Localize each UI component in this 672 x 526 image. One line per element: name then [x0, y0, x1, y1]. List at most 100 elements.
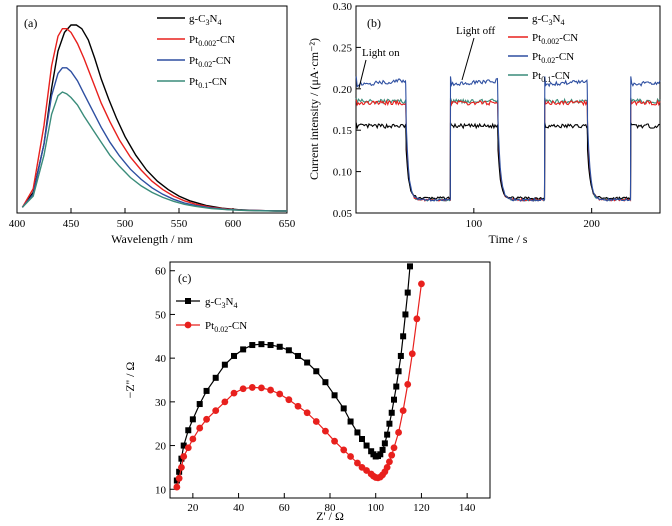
panel-b-series-lines	[355, 76, 661, 202]
panel-c-point-1-18	[303, 409, 311, 417]
panel-c-point-0-3	[180, 442, 187, 449]
panel-b-x-tick-label-1: 200	[583, 218, 600, 230]
panel-c-point-0-21	[331, 392, 338, 399]
panel-c-point-0-32	[379, 446, 386, 453]
panel-c-point-0-27	[368, 448, 375, 455]
panel-c-legend-marker-0	[185, 298, 191, 304]
panel-c-x-tick-label-1: 40	[233, 502, 245, 514]
panel-c-point-1-35	[386, 458, 393, 466]
panel-b-annotation-light-on-pointer	[358, 59, 367, 89]
panel-c-point-1-12	[248, 384, 256, 391]
panel-c-x-tick-label-4: 100	[367, 502, 384, 514]
panel-c-point-1-0	[173, 483, 181, 491]
panel-c-point-1-11	[239, 385, 247, 393]
panel-c-point-1-5	[189, 435, 197, 443]
panel-c-point-0-20	[322, 379, 329, 386]
panel-c-point-1-43	[418, 280, 425, 288]
panel-c-point-0-17	[295, 352, 301, 359]
panel-b-series-line-1	[355, 99, 661, 202]
panel-c-point-0-10	[231, 352, 237, 359]
panel-a-x-tick-label-2: 500	[117, 218, 134, 230]
panel-c-point-1-3	[180, 453, 188, 460]
panel-a-series-line-3	[21, 91, 287, 212]
panel-c-legend-marker-1	[184, 321, 192, 329]
panel-c-y-axis-label: −Z'' / Ω	[123, 362, 137, 399]
panel-c-label: (c)	[178, 271, 191, 285]
panel-c-x-tick-label-5: 120	[413, 502, 430, 514]
panel-b-annotation-light-off-pointer	[461, 37, 475, 81]
panel-c-point-0-7	[203, 387, 210, 394]
panel-b-plot-frame	[355, 5, 661, 214]
panel-c-point-0-42	[402, 311, 409, 318]
panel-c-x-tick-label-6: 140	[459, 502, 476, 514]
panel-c-y-tick-label-3: 40	[155, 353, 167, 365]
panel-c-y-tick-label-1: 20	[155, 441, 167, 453]
panel-c-point-1-24	[354, 459, 361, 467]
panel-a-legend-label-1: Pt0.002-CN	[189, 34, 235, 48]
panel-a-legend-label-0: g-C3N4	[189, 13, 221, 27]
panel-c-point-0-22	[340, 405, 347, 412]
panel-b-y-tick-label-2: 0.15	[333, 125, 353, 137]
panel-c-point-0-26	[363, 442, 370, 449]
panel-c-point-0-9	[221, 361, 228, 368]
panel-c-point-0-36	[388, 409, 395, 416]
panel-b-legend-label-0: g-C3N4	[532, 13, 564, 27]
panel-c-point-0-25	[359, 436, 365, 442]
panel-c-point-0-23	[347, 418, 354, 425]
panel-b-series-line-3	[355, 97, 661, 202]
panel-c-point-0-33	[381, 440, 388, 447]
panel-c-point-1-19	[312, 418, 320, 425]
panel-b-series-line-0	[355, 122, 661, 201]
panel-c-point-0-34	[384, 431, 391, 438]
panel-c-point-0-43	[404, 289, 411, 296]
panel-c-legend-label-1: Pt0.02-CN	[205, 320, 247, 334]
panel-b-y-tick-label-5: 0.30	[333, 1, 353, 13]
panel-a-x-tick-label-1: 450	[63, 218, 80, 230]
panel-c-point-1-10	[230, 389, 238, 397]
panel-b-annotation-light-on: Light on	[362, 47, 400, 59]
panel-c-y-tick-label-2: 30	[155, 397, 167, 409]
panel-c-point-0-5	[189, 416, 196, 423]
panel-c-point-1-9	[221, 398, 229, 406]
panel-c-point-1-15	[276, 390, 284, 398]
panel-c-point-1-14	[267, 386, 274, 394]
panel-a-series-line-2	[21, 67, 287, 212]
panel-c-point-0-13	[258, 341, 265, 348]
panel-c-point-1-38	[395, 429, 402, 436]
panel-c-point-1-37	[390, 444, 398, 452]
panel-c-point-0-11	[240, 346, 247, 353]
panel-c-point-1-39	[399, 407, 407, 414]
panel-c-point-0-15	[276, 343, 283, 350]
panel-c-y-tick-label-5: 60	[155, 266, 167, 278]
panel-b-x-axis-label: Time / s	[489, 232, 528, 246]
panel-c-point-0-4	[185, 427, 192, 434]
panel-c-point-1-4	[184, 444, 192, 452]
panel-a-x-tick-label-4: 600	[225, 218, 242, 230]
panel-a-legend-label-2: Pt0.02-CN	[189, 55, 231, 69]
panel-a-x-tick-label-0: 400	[9, 218, 26, 230]
panel-c-point-0-40	[397, 352, 404, 359]
panel-c-point-0-41	[400, 333, 407, 340]
panel-c-point-1-42	[413, 315, 421, 323]
panel-c-x-axis-label: Z' / Ω	[316, 509, 344, 523]
panel-c-point-0-39	[395, 368, 402, 375]
panel-c-point-0-16	[285, 347, 292, 354]
panel-a-x-tick-label-5: 650	[279, 218, 296, 230]
panel-b-y-tick-label-1: 0.10	[333, 167, 353, 179]
panel-a-x-axis-label: Wavelength / nm	[111, 232, 193, 246]
panel-c-point-0-12	[249, 342, 256, 349]
panel-c-point-1-36	[388, 451, 396, 459]
panel-c-point-1-21	[331, 437, 338, 445]
panel-c-point-0-38	[393, 383, 400, 390]
panel-c-point-1-17	[294, 402, 302, 410]
panel-c-point-0-8	[212, 374, 219, 381]
panel-c-series-line-1	[176, 283, 422, 488]
panel-c-point-1-6	[196, 424, 204, 432]
panel-a-series-line-1	[21, 28, 287, 212]
panel-b-y-tick-label-3: 0.20	[333, 84, 353, 96]
panel-c-point-0-44	[407, 263, 413, 270]
panel-c-point-0-14	[267, 342, 274, 349]
panel-c-legend: g-C3N4 Pt0.02-CN	[176, 296, 247, 334]
panel-c-point-1-23	[347, 453, 354, 460]
